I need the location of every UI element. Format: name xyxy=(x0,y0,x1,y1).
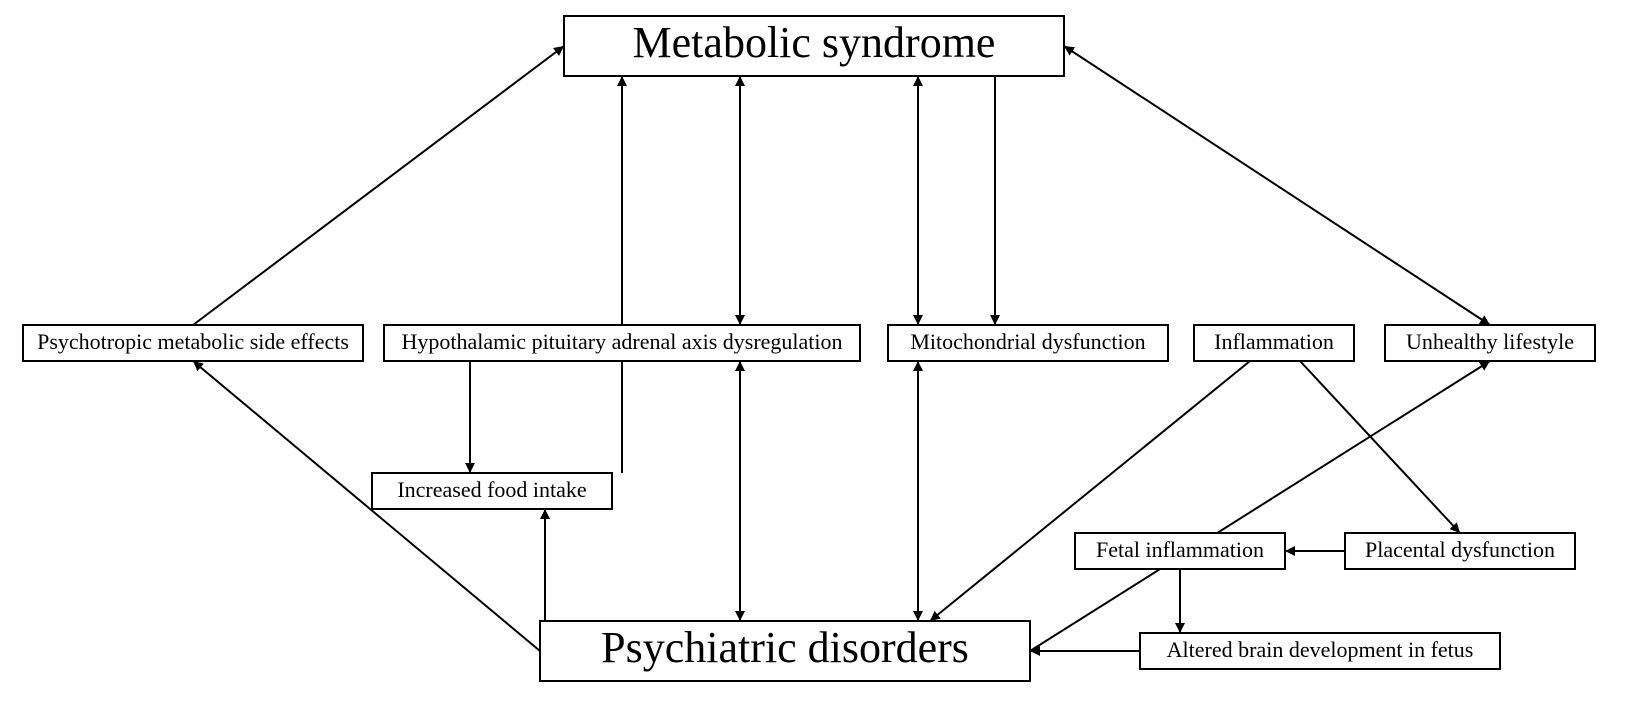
node-fetal: Fetal inflammation xyxy=(1075,533,1285,569)
edge-psych-lifestyle xyxy=(1030,361,1490,651)
edge-inflammation-placental xyxy=(1300,361,1460,533)
node-label-inflammation: Inflammation xyxy=(1214,329,1334,354)
node-label-psych: Psychiatric disorders xyxy=(601,623,969,672)
node-label-placental: Placental dysfunction xyxy=(1365,537,1555,562)
node-label-fetal: Fetal inflammation xyxy=(1096,537,1264,562)
node-hpa: Hypothalamic pituitary adrenal axis dysr… xyxy=(384,325,860,361)
node-label-lifestyle: Unhealthy lifestyle xyxy=(1406,329,1574,354)
node-label-food: Increased food intake xyxy=(397,477,586,502)
relationship-diagram: Metabolic syndrome Psychotropic metabolic… xyxy=(0,0,1627,721)
node-psych: Psychiatric disorders xyxy=(540,621,1030,681)
edge-lifestyle-metabolic_syndrome xyxy=(1064,46,1490,325)
node-label-metabolic_syndrome: Metabolic syndrome xyxy=(633,18,996,67)
node-label-hpa: Hypothalamic pituitary adrenal axis dysr… xyxy=(401,329,842,354)
node-inflammation: Inflammation xyxy=(1194,325,1354,361)
node-mito: Mitochondrial dysfunction xyxy=(888,325,1168,361)
edge-inflammation-psych xyxy=(930,361,1250,621)
node-label-psychotropic: Psychotropic metabolic side effects xyxy=(37,329,349,354)
node-psychotropic: Psychotropic metabolic side effects xyxy=(23,325,363,361)
edge-psychotropic-metabolic_syndrome xyxy=(193,46,564,325)
node-altered: Altered brain development in fetus xyxy=(1140,633,1500,669)
node-food: Increased food intake xyxy=(372,473,612,509)
node-metabolic_syndrome: Metabolic syndrome xyxy=(564,16,1064,76)
node-label-altered: Altered brain development in fetus xyxy=(1167,637,1474,662)
node-lifestyle: Unhealthy lifestyle xyxy=(1385,325,1595,361)
node-placental: Placental dysfunction xyxy=(1345,533,1575,569)
node-label-mito: Mitochondrial dysfunction xyxy=(910,329,1145,354)
